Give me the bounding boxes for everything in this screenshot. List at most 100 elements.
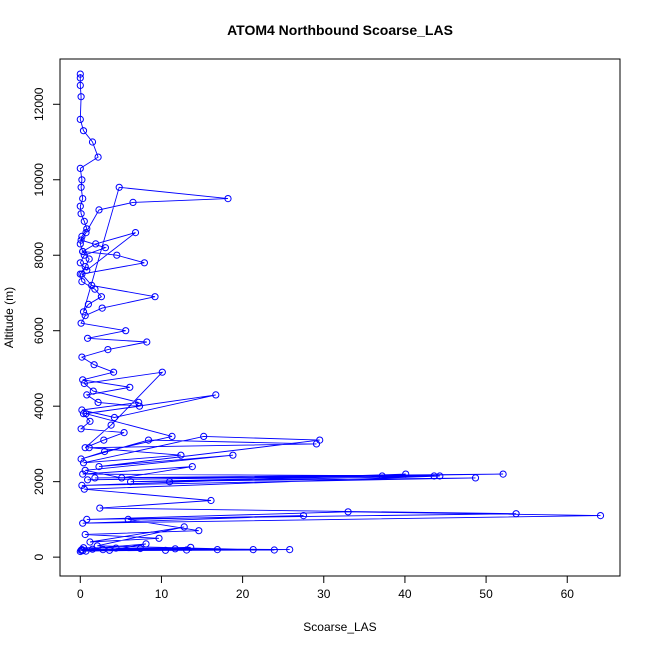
data-point <box>81 530 89 539</box>
data-point <box>155 534 163 542</box>
y-tick-label: 2000 <box>32 468 46 495</box>
data-point <box>76 164 84 172</box>
data-point <box>101 447 109 456</box>
data-point <box>86 538 94 546</box>
y-tick-label: 6000 <box>32 317 46 344</box>
data-point <box>78 278 86 286</box>
data-point <box>83 391 91 399</box>
data-point <box>95 463 103 471</box>
data-point <box>471 474 480 482</box>
data-point <box>80 217 88 225</box>
data-point <box>166 478 174 486</box>
data-point <box>77 183 85 191</box>
data-point <box>94 153 102 161</box>
data-point <box>596 512 605 520</box>
data-point <box>161 546 170 554</box>
x-tick-label: 40 <box>398 587 412 601</box>
chart-title: ATOM4 Northbound Scoarse_LAS <box>227 22 453 38</box>
data-point <box>77 210 85 218</box>
data-point <box>81 312 89 320</box>
data-point <box>107 421 115 429</box>
y-axis: 0 2000 4000 6000 8000 10000 12000 <box>32 87 61 560</box>
data-point <box>126 383 134 391</box>
data-point <box>76 81 84 90</box>
data-point <box>177 451 185 459</box>
data-point <box>79 247 87 256</box>
data-point <box>84 476 92 484</box>
data-point <box>95 206 103 214</box>
data-point <box>85 255 93 263</box>
data-point <box>79 127 88 135</box>
data-point <box>88 545 97 553</box>
data-point <box>344 508 352 516</box>
data-point <box>168 432 176 440</box>
data-point <box>115 183 123 191</box>
data-point <box>79 470 87 478</box>
data-point <box>77 236 85 244</box>
y-tick-label: 0 <box>32 553 46 560</box>
data-point <box>229 451 237 459</box>
data-point <box>187 543 195 551</box>
data-point <box>90 361 98 369</box>
data-point <box>89 387 97 395</box>
data-point <box>143 338 151 346</box>
data-point <box>200 432 208 440</box>
data-point <box>499 470 507 478</box>
data-point <box>78 232 86 240</box>
data-point <box>76 70 84 78</box>
data-point <box>110 413 119 422</box>
data-point <box>101 244 110 252</box>
y-tick-label: 8000 <box>32 242 46 269</box>
data-point <box>78 546 86 554</box>
data-point <box>122 327 130 335</box>
data-point <box>84 334 92 342</box>
data-point <box>86 417 94 425</box>
data-point <box>76 240 84 248</box>
data-point <box>78 481 86 489</box>
data-point <box>78 353 86 361</box>
data-point <box>83 225 91 233</box>
data-layer <box>76 70 605 556</box>
y-tick-label: 4000 <box>32 393 46 420</box>
x-tick-label: 10 <box>155 587 169 601</box>
data-point <box>512 510 520 518</box>
data-point <box>77 319 85 327</box>
data-point <box>131 229 140 237</box>
data-point <box>79 308 88 316</box>
data-point <box>316 436 324 444</box>
data-point <box>158 368 166 376</box>
data-point <box>92 240 100 248</box>
x-tick-label: 50 <box>479 587 493 601</box>
data-point <box>93 542 101 550</box>
data-point <box>79 519 87 527</box>
data-point <box>98 304 106 312</box>
data-point <box>286 546 294 554</box>
data-point <box>104 346 112 354</box>
data-point <box>212 391 220 399</box>
data-point <box>96 504 104 512</box>
data-point <box>83 515 91 524</box>
data-point <box>79 459 88 467</box>
data-point <box>77 455 85 463</box>
data-point <box>81 466 89 474</box>
data-point <box>207 496 215 505</box>
y-tick-label: 10000 <box>32 163 46 197</box>
data-point <box>94 398 102 406</box>
x-tick-label: 30 <box>317 587 331 601</box>
data-point <box>378 472 386 480</box>
data-point <box>436 472 444 480</box>
data-point <box>85 444 93 452</box>
data-point <box>188 463 196 471</box>
data-point <box>144 436 153 444</box>
data-point <box>113 251 121 259</box>
data-point <box>84 300 93 308</box>
data-point <box>77 93 85 101</box>
x-tick-label: 0 <box>77 587 84 601</box>
y-tick-label: 12000 <box>32 87 46 121</box>
data-point <box>124 515 132 524</box>
data-point <box>142 540 150 548</box>
data-point <box>402 470 410 478</box>
data-point <box>78 270 86 278</box>
data-point <box>79 195 87 203</box>
